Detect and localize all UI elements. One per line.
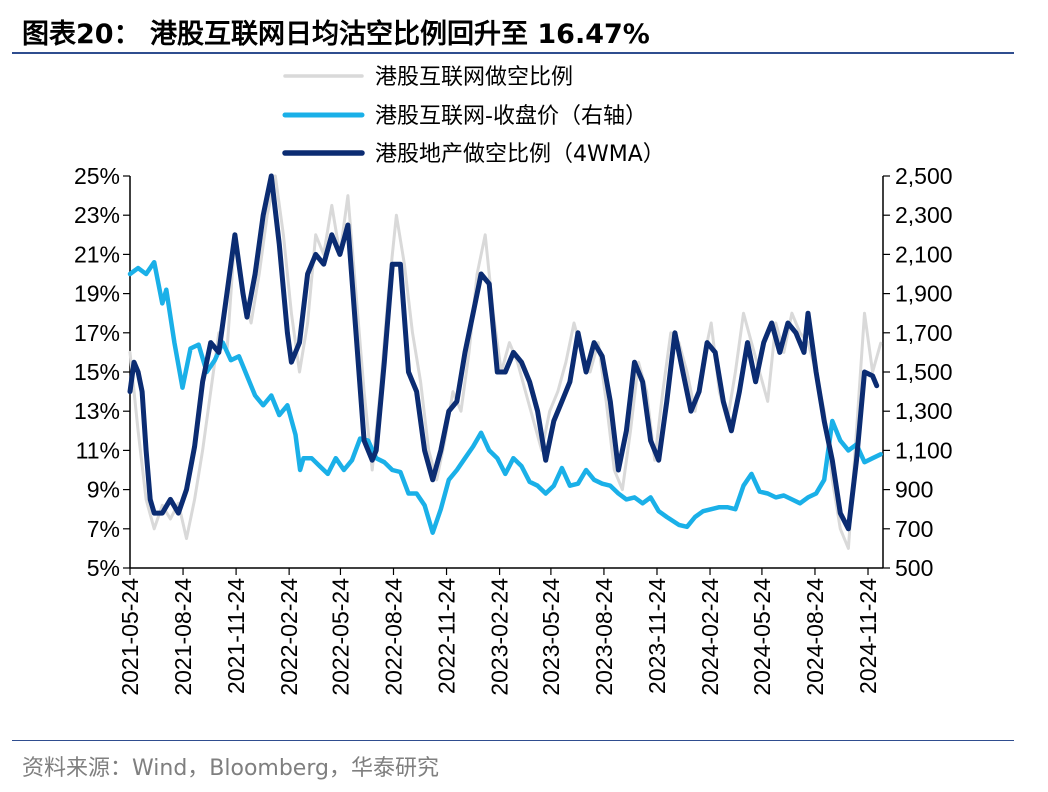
left-tick-label: 19%: [74, 281, 120, 307]
chart-title: 图表20： 港股互联网日均沽空比例回升至 16.47%: [22, 19, 650, 50]
x-tick-label: 2022-05-24: [327, 578, 353, 696]
x-tick-label: 2023-02-24: [487, 578, 513, 696]
x-tick-label: 2022-11-24: [434, 578, 460, 694]
left-tick-label: 21%: [74, 241, 120, 267]
series-internet-close-price: [127, 259, 883, 535]
right-tick-label: 2,300: [895, 202, 953, 228]
right-tick-label: 1,700: [895, 320, 953, 346]
left-tick-label: 5%: [87, 555, 120, 581]
x-tick-label: 2024-02-24: [697, 578, 723, 696]
left-tick-label: 9%: [87, 477, 120, 503]
x-tick-label: 2021-11-24: [223, 578, 249, 694]
left-tick-label: 17%: [74, 320, 120, 346]
right-tick-label: 900: [895, 477, 933, 503]
right-tick-label: 1,500: [895, 359, 953, 385]
title-rule: [12, 52, 1014, 54]
x-tick-label: 2022-02-24: [276, 578, 302, 696]
x-tick-label: 2021-05-24: [117, 578, 143, 696]
legend-label: 港股互联网-收盘价（右轴）: [375, 104, 647, 129]
right-tick-label: 700: [895, 516, 933, 542]
left-tick-label: 25%: [74, 163, 120, 189]
x-tick-label: 2023-08-24: [591, 578, 617, 696]
x-tick-label: 2024-05-24: [749, 578, 775, 696]
source-note: 资料来源：Wind，Bloomberg，华泰研究: [22, 756, 439, 781]
legend-label: 港股地产做空比例（4WMA）: [375, 142, 665, 167]
x-tick-label: 2024-08-24: [802, 578, 828, 696]
series-property-short-ratio-4wma-line: [127, 173, 880, 532]
right-tick-label: 2,500: [895, 163, 953, 189]
series-property-short-ratio-4wma: [127, 173, 880, 532]
left-tick-label: 15%: [74, 359, 120, 385]
left-tick-label: 13%: [74, 398, 120, 424]
right-tick-label: 2,100: [895, 241, 953, 267]
x-tick-label: 2022-08-24: [380, 578, 406, 696]
x-tick-label: 2023-11-24: [644, 578, 670, 694]
right-tick-label: 1,300: [895, 398, 953, 424]
legend-label: 港股互联网做空比例: [375, 65, 573, 90]
series-layer: [127, 173, 883, 550]
x-tick-label: 2024-11-24: [855, 578, 881, 694]
source-rule: [12, 740, 1014, 741]
right-tick-label: 500: [895, 555, 933, 581]
series-internet-short-ratio-line: [128, 174, 883, 550]
right-tick-label: 1,100: [895, 437, 953, 463]
x-tick-label: 2023-05-24: [538, 578, 564, 696]
axes: 25% 23% 21% 19% 17% 15% 13% 11% 9% 7% 5% 2,500 2,300…: [74, 163, 953, 696]
left-tick-label: 23%: [74, 202, 120, 228]
left-tick-label: 7%: [87, 516, 120, 542]
x-tick-label: 2021-08-24: [170, 578, 196, 696]
chart-svg: 25% 23% 21% 19% 17% 15% 13% 11% 9% 7% 5% 2,500 2,300…: [74, 65, 953, 696]
right-tick-label: 1,900: [895, 281, 953, 307]
left-tick-label: 11%: [76, 437, 120, 463]
